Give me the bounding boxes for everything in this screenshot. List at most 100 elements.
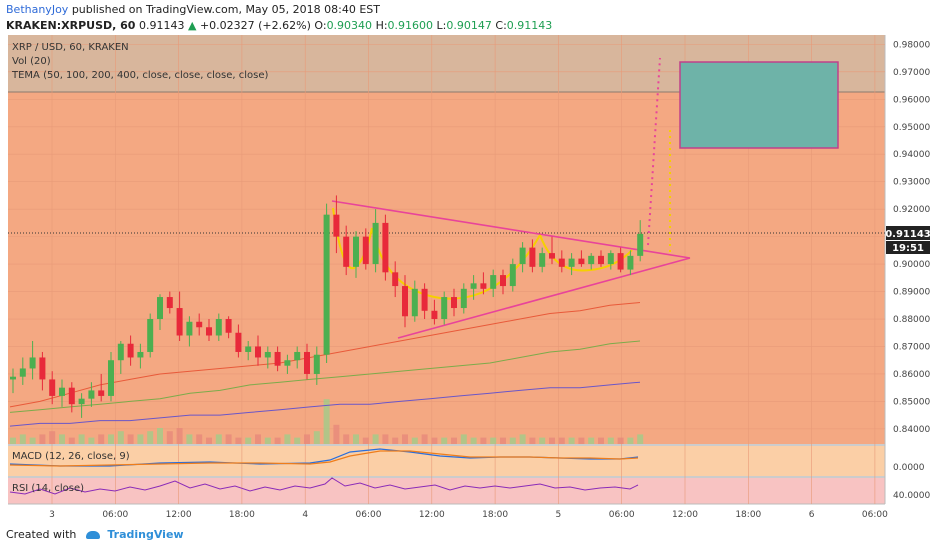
time-axis[interactable]: 3 06:00 12:00 18:00 4 06:00 12:00 18:00 5 06:00 12…	[49, 510, 888, 520]
volume-bar	[607, 437, 614, 444]
candle-body	[509, 264, 516, 287]
tema-line	[9, 381, 641, 427]
price-tick-label: 0.90000	[893, 260, 930, 270]
time-tick-label: 06:00	[356, 510, 382, 520]
volume-bar	[500, 437, 506, 444]
candle-body	[176, 308, 183, 336]
volume-bar	[549, 437, 555, 444]
time-tick-label: 18:00	[735, 510, 761, 520]
tema-lines	[9, 302, 641, 427]
candle-body	[68, 387, 75, 405]
candle-body	[441, 297, 448, 320]
candle-body	[19, 368, 26, 377]
tradingview-brand[interactable]: TradingView	[107, 528, 184, 541]
target-box	[679, 61, 839, 149]
price-tick-label: 0.88000	[893, 315, 930, 325]
volume-bar	[558, 437, 565, 444]
time-tick-label: 12:00	[419, 510, 445, 520]
candle-body	[127, 343, 134, 358]
grid-lines	[8, 35, 885, 504]
candle-body	[294, 351, 301, 361]
rsi-pane-bg	[8, 478, 885, 504]
volume-bar	[255, 434, 261, 444]
volume-bar	[421, 434, 428, 444]
time-tick-label: 3	[49, 510, 55, 520]
price-badge: 0.91143	[885, 229, 931, 240]
macd-legend: MACD (12, 26, close, 9)	[12, 451, 130, 462]
candle-body	[637, 233, 644, 256]
close-label: C:	[495, 19, 507, 32]
volume-bar	[402, 434, 408, 444]
legend-tema: TEMA (50, 100, 200, 400, close, close, c…	[11, 70, 268, 81]
candle-body	[480, 283, 487, 289]
volume-bar	[578, 437, 585, 444]
macd-tick-label: 0.0000	[893, 463, 925, 473]
volume-bar	[441, 437, 448, 444]
rsi-line	[9, 477, 639, 495]
volume-bar	[333, 424, 340, 444]
volume-bar	[206, 437, 212, 444]
open-label: O:	[314, 19, 327, 32]
legend-title: XRP / USD, 60, KRAKEN	[12, 42, 129, 53]
volume-bar	[147, 431, 154, 444]
candle-body	[460, 288, 467, 309]
candle-body	[166, 297, 173, 309]
candle-body	[578, 258, 585, 265]
candle-body	[78, 398, 85, 405]
rsi-tick-label: 40.0000	[893, 491, 930, 501]
candle-body	[215, 319, 222, 336]
volume-bar	[264, 437, 271, 444]
volume-bar	[98, 434, 105, 444]
candle-body	[284, 360, 291, 366]
change-arrow-icon: ▲	[187, 19, 197, 32]
volume-bar	[88, 437, 95, 444]
time-tick-label: 5	[556, 510, 562, 520]
price-tick-label: 0.97000	[893, 68, 930, 78]
candle-body	[108, 360, 114, 396]
volume-bars	[10, 399, 644, 444]
time-tick-label: 18:00	[482, 510, 508, 520]
last-price: 0.91143	[138, 19, 185, 32]
volume-bar	[284, 434, 291, 444]
symbol-label: KRAKEN:XRPUSD, 60	[6, 19, 136, 32]
candle-body	[627, 255, 634, 270]
candle-body	[98, 390, 105, 396]
tema-line	[9, 302, 641, 408]
candle-body	[607, 253, 614, 265]
candle-body	[568, 258, 575, 267]
candle-body	[49, 379, 56, 396]
price-tick-label: 0.94000	[893, 150, 930, 160]
volume-bar	[353, 434, 359, 444]
publish-line: BethanyJoy published on TradingView.com,…	[6, 3, 380, 16]
price-axis[interactable]: 0.98000 0.97000 0.96000 0.95000 0.94000 0.930…	[893, 40, 930, 501]
candle-body	[549, 253, 555, 259]
tradingview-logo-icon	[85, 531, 100, 539]
created-with-label: Created with	[6, 528, 77, 541]
triangle-upper-line	[331, 200, 691, 259]
volume-bar	[451, 437, 457, 444]
volume-bar	[588, 437, 595, 444]
author-link[interactable]: BethanyJoy	[6, 3, 69, 16]
volume-bar	[519, 434, 526, 444]
candle-body	[382, 222, 389, 273]
volume-bar	[235, 437, 242, 444]
price-tick-label: 0.84000	[893, 425, 930, 435]
footer: Created with TradingView	[6, 528, 184, 541]
countdown-badge: 19:51	[892, 243, 924, 254]
time-tick-label: 06:00	[609, 510, 635, 520]
price-tick-label: 0.95000	[893, 123, 930, 133]
time-tick-label: 06:00	[862, 510, 888, 520]
volume-bar	[411, 437, 418, 444]
candle-body	[304, 351, 310, 374]
volume-bar	[382, 434, 389, 444]
volume-bar	[39, 434, 46, 444]
candle-body	[343, 236, 350, 267]
published-info: published on TradingView.com, May 05, 20…	[71, 3, 381, 16]
time-tick-label: 06:00	[102, 510, 128, 520]
candle-body	[59, 387, 65, 396]
candle-body	[617, 253, 624, 270]
candle-body	[39, 357, 46, 380]
time-tick-label: 6	[809, 510, 815, 520]
volume-bar	[480, 437, 487, 444]
